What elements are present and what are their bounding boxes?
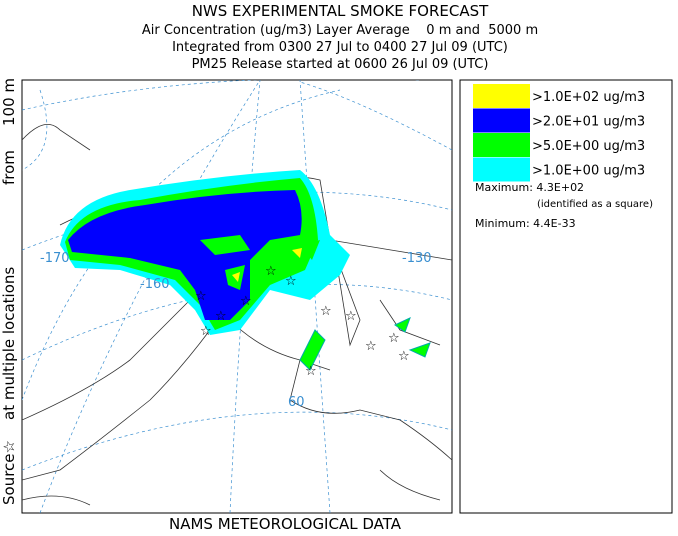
svg-text:☆: ☆ (398, 349, 410, 364)
smoke-green (200, 235, 320, 290)
map: ☆☆☆☆ ☆☆ ☆☆ ☆☆☆☆ -170 -160 -130 60 (22, 80, 452, 513)
svg-text:☆: ☆ (388, 331, 400, 346)
side-label: from (0, 150, 18, 185)
maximum-note: (identified as a square) (537, 199, 653, 210)
svg-text:☆: ☆ (195, 289, 207, 304)
minimum: Minimum: 4.4E-33 (475, 217, 576, 230)
svg-text:☆: ☆ (215, 309, 227, 324)
side-label: 100 m (0, 78, 18, 126)
map-label: -170 (40, 251, 70, 266)
maximum: Maximum: 4.3E+02 (475, 181, 584, 194)
subtitle: Air Concentration (ug/m3) Layer Average … (142, 23, 538, 38)
map-label: -130 (402, 251, 432, 266)
legend: >1.0E+02 ug/m3 >2.0E+01 ug/m3 >5.0E+00 ug/… (473, 84, 645, 182)
legend-swatch (473, 108, 530, 133)
legend-swatch (473, 157, 530, 182)
svg-text:☆: ☆ (200, 324, 212, 339)
legend-swatch (473, 133, 530, 157)
svg-text:☆: ☆ (365, 339, 377, 354)
side-label: at multiple locations (0, 267, 18, 420)
legend-swatch (473, 84, 530, 108)
svg-text:☆: ☆ (320, 304, 332, 319)
smoke-blue (68, 190, 302, 320)
source-stars: ☆☆☆☆ ☆☆ ☆☆ ☆☆☆☆ (195, 264, 410, 379)
side-label: Source☆ (0, 440, 18, 505)
svg-text:☆: ☆ (305, 364, 317, 379)
svg-text:☆: ☆ (240, 294, 252, 309)
smoke-yellow (232, 248, 302, 282)
subtitle: Integrated from 0300 27 Jul to 0400 27 J… (172, 40, 508, 55)
svg-text:☆: ☆ (345, 309, 357, 324)
legend-label: >1.0E+02 ug/m3 (532, 90, 645, 105)
legend-label: >1.0E+00 ug/m3 (532, 164, 645, 179)
svg-text:☆: ☆ (265, 264, 277, 279)
map-label: -160 (140, 277, 170, 292)
smoke-green (299, 317, 431, 371)
legend-label: >2.0E+01 ug/m3 (532, 115, 645, 130)
map-label: 60 (288, 395, 305, 410)
legend-label: >5.0E+00 ug/m3 (532, 139, 645, 154)
title: NWS EXPERIMENTAL SMOKE FORECAST (192, 2, 489, 20)
subtitle: PM25 Release started at 0600 26 Jul 09 (… (192, 57, 489, 72)
svg-text:☆: ☆ (285, 274, 297, 289)
footer: NAMS METEOROLOGICAL DATA (169, 515, 402, 532)
